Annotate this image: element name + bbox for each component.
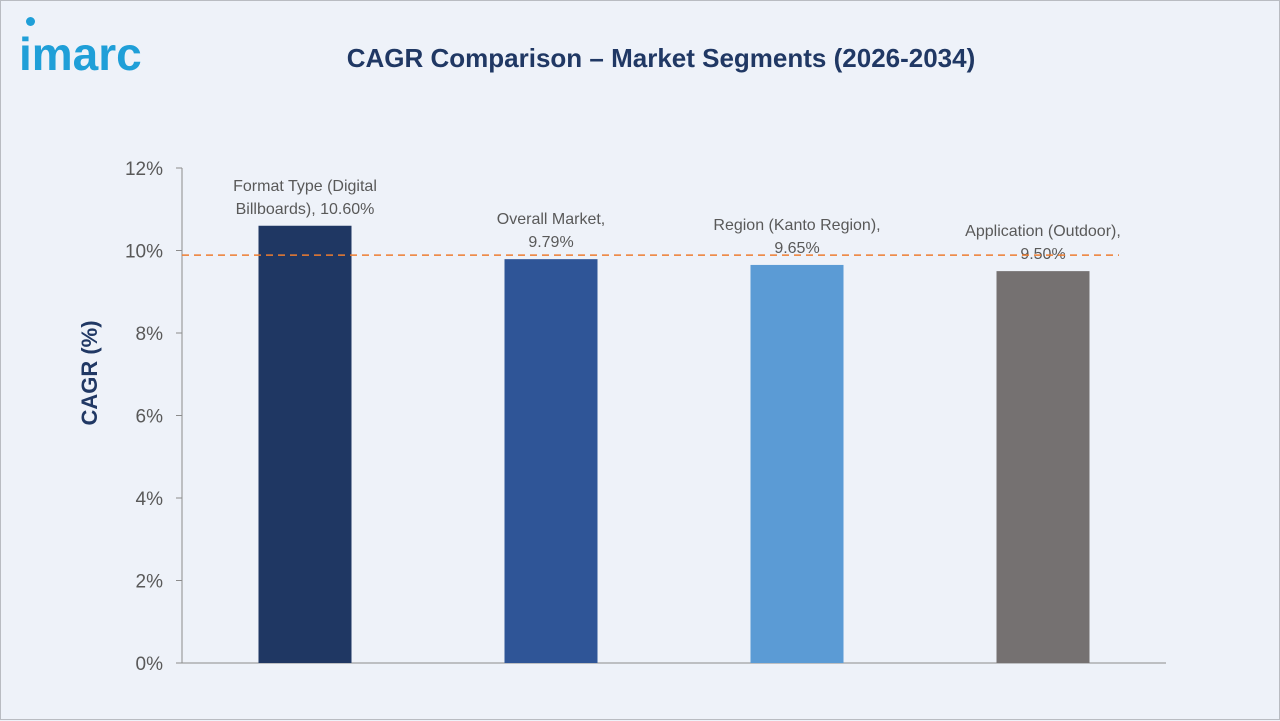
bar-data-label: Format Type (Digital — [233, 178, 377, 195]
bar — [750, 264, 844, 663]
logo-dot — [26, 17, 35, 26]
bar — [996, 271, 1090, 663]
bar-data-label: Overall Market, — [497, 211, 605, 228]
bar-data-label: Application (Outdoor), — [965, 223, 1121, 240]
bar-data-label: 9.65% — [774, 240, 819, 257]
y-tick-label: 4% — [136, 489, 164, 510]
bar — [258, 225, 352, 663]
y-tick-label: 6% — [136, 407, 164, 428]
chart-title: CAGR Comparison – Market Segments (2026-… — [346, 43, 976, 73]
logo-text: imarc — [19, 28, 142, 80]
y-tick-label: 0% — [136, 654, 164, 675]
bar-data-label: Region (Kanto Region), — [713, 217, 880, 234]
y-tick-label: 2% — [136, 572, 164, 593]
imarc-logo: imarc — [19, 17, 142, 80]
bar-data-label: Billboards), 10.60% — [236, 201, 375, 218]
bar-data-label: 9.50% — [1020, 246, 1065, 263]
y-axis-title: CAGR (%) — [77, 320, 102, 425]
y-tick-label: 8% — [136, 324, 164, 345]
y-tick-label: 10% — [125, 242, 163, 263]
y-tick-label: 12% — [125, 159, 163, 180]
bar-data-label: 9.79% — [528, 234, 573, 251]
bar — [504, 259, 598, 663]
